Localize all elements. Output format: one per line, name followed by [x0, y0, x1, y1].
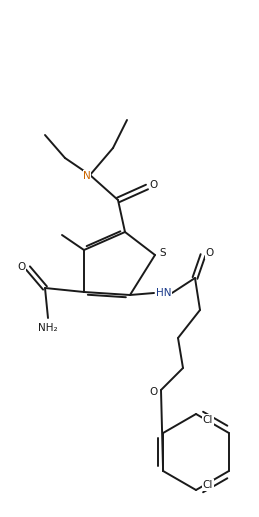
Text: O: O [206, 248, 214, 258]
Text: S: S [160, 248, 166, 258]
Text: HN: HN [156, 288, 172, 298]
Text: N: N [83, 171, 91, 181]
Text: O: O [17, 262, 25, 272]
Text: NH₂: NH₂ [38, 323, 58, 333]
Text: O: O [150, 180, 158, 190]
Text: O: O [149, 387, 157, 397]
Text: Cl: Cl [203, 415, 213, 425]
Text: Cl: Cl [203, 480, 213, 490]
